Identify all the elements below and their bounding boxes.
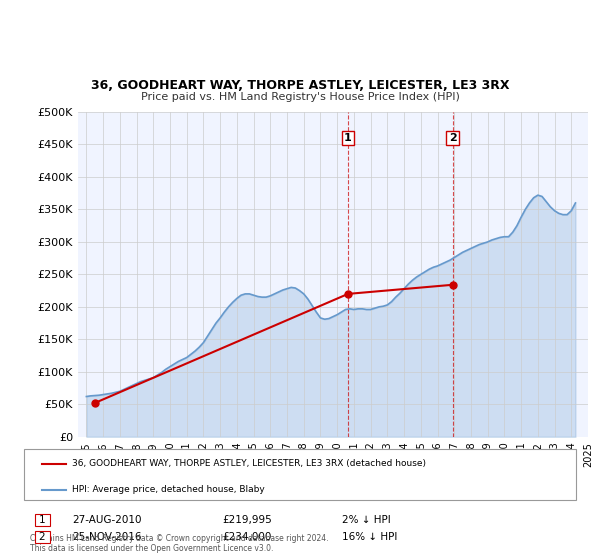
Text: 2: 2 <box>38 532 46 542</box>
Text: Price paid vs. HM Land Registry's House Price Index (HPI): Price paid vs. HM Land Registry's House … <box>140 92 460 102</box>
Text: 2% ↓ HPI: 2% ↓ HPI <box>342 515 391 525</box>
Text: £234,000: £234,000 <box>222 532 271 542</box>
Text: 2: 2 <box>449 133 457 143</box>
Text: 36, GOODHEART WAY, THORPE ASTLEY, LEICESTER, LE3 3RX (detached house): 36, GOODHEART WAY, THORPE ASTLEY, LEICES… <box>72 459 426 468</box>
Text: 16% ↓ HPI: 16% ↓ HPI <box>342 532 397 542</box>
Text: 25-NOV-2016: 25-NOV-2016 <box>72 532 142 542</box>
Text: 27-AUG-2010: 27-AUG-2010 <box>72 515 142 525</box>
Text: 1: 1 <box>344 133 352 143</box>
Text: Contains HM Land Registry data © Crown copyright and database right 2024.
This d: Contains HM Land Registry data © Crown c… <box>30 534 329 553</box>
Text: 36, GOODHEART WAY, THORPE ASTLEY, LEICESTER, LE3 3RX: 36, GOODHEART WAY, THORPE ASTLEY, LEICES… <box>91 80 509 92</box>
Text: £219,995: £219,995 <box>222 515 272 525</box>
Text: HPI: Average price, detached house, Blaby: HPI: Average price, detached house, Blab… <box>72 486 265 494</box>
Text: 1: 1 <box>38 515 46 525</box>
